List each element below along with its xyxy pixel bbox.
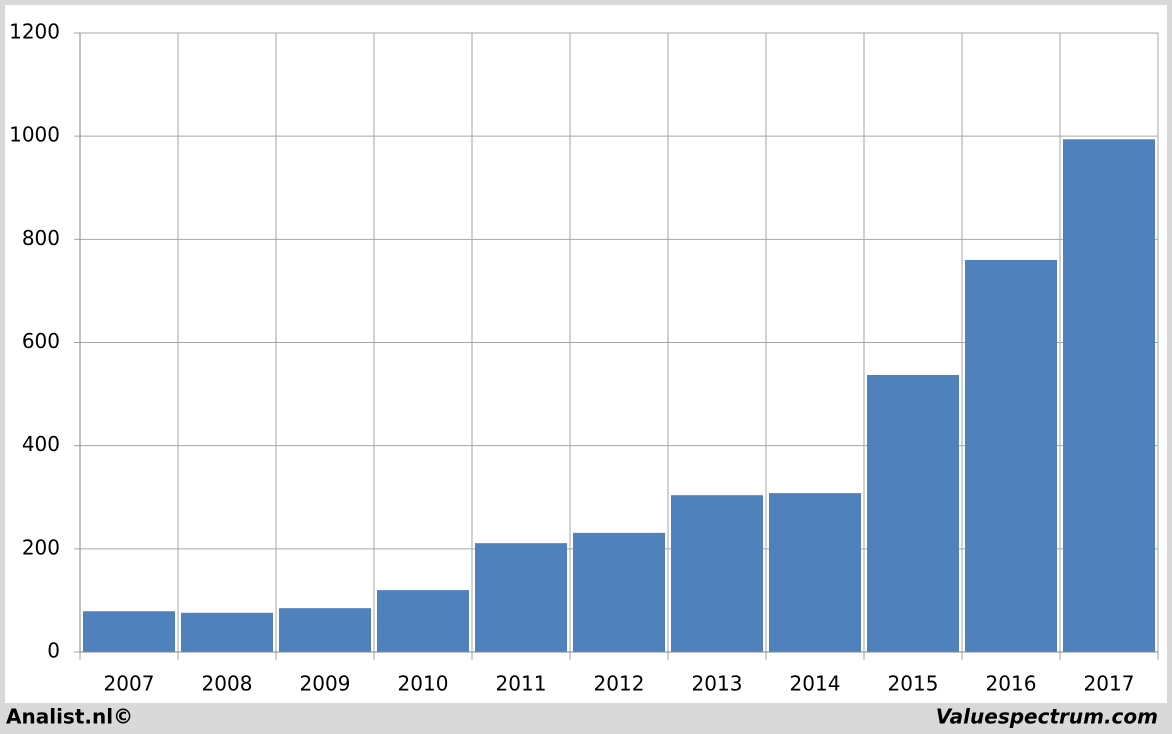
x-tick-label: 2012 [594, 672, 645, 696]
y-tick-label: 1200 [9, 20, 60, 44]
y-tick-label: 1000 [9, 123, 60, 147]
y-tick-label: 0 [47, 639, 60, 663]
x-tick-label: 2011 [496, 672, 547, 696]
y-tick-label: 600 [22, 329, 60, 353]
x-tick-label: 2010 [398, 672, 449, 696]
bar [475, 543, 567, 652]
bar [867, 374, 959, 652]
bar [573, 532, 665, 652]
bar [769, 493, 861, 652]
y-tick-label: 200 [22, 535, 60, 559]
y-tick-label: 400 [22, 432, 60, 456]
footer-right: Valuespectrum.com [936, 705, 1158, 729]
bar [965, 259, 1057, 652]
bar [377, 590, 469, 652]
x-tick-label: 2009 [300, 672, 351, 696]
bar [279, 608, 371, 652]
x-tick-label: 2017 [1084, 672, 1135, 696]
x-tick-label: 2014 [790, 672, 841, 696]
bar [1063, 139, 1155, 653]
bar [181, 612, 273, 652]
bar [83, 611, 175, 652]
x-tick-label: 2013 [692, 672, 743, 696]
x-tick-label: 2007 [104, 672, 155, 696]
x-tick-label: 2016 [986, 672, 1037, 696]
bar [671, 495, 763, 652]
x-tick-label: 2008 [202, 672, 253, 696]
y-tick-label: 800 [22, 226, 60, 250]
footer-left: Analist.nl© [6, 705, 133, 729]
x-tick-label: 2015 [888, 672, 939, 696]
